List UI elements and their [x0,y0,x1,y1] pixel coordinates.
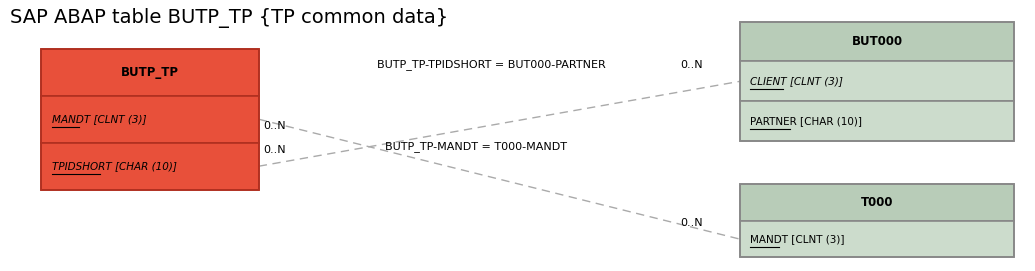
Text: BUTP_TP: BUTP_TP [121,66,179,79]
Bar [740,101,1014,141]
Bar [740,184,1014,257]
Text: BUTP_TP-TPIDSHORT = BUT000-PARTNER: BUTP_TP-TPIDSHORT = BUT000-PARTNER [377,60,607,70]
Bar [41,49,259,190]
Bar [740,62,1014,101]
Bar [740,184,1014,221]
Bar [41,49,259,96]
Text: BUTP_TP-MANDT = T000-MANDT: BUTP_TP-MANDT = T000-MANDT [385,141,567,152]
Text: 0..N: 0..N [680,60,703,70]
Text: MANDT [CLNT (3)]: MANDT [CLNT (3)] [52,114,146,124]
Text: 0..N: 0..N [263,145,286,155]
Bar [41,96,259,143]
Text: MANDT [CLNT (3)]: MANDT [CLNT (3)] [750,234,845,244]
Text: BUT000: BUT000 [852,35,903,48]
Text: PARTNER [CHAR (10)]: PARTNER [CHAR (10)] [750,116,862,126]
Text: TPIDSHORT [CHAR (10)]: TPIDSHORT [CHAR (10)] [52,161,177,171]
Bar [740,221,1014,257]
Bar [740,22,1014,62]
Text: 0..N: 0..N [680,218,703,228]
Bar [740,22,1014,141]
Text: SAP ABAP table BUTP_TP {TP common data}: SAP ABAP table BUTP_TP {TP common data} [10,8,448,28]
Text: T000: T000 [861,196,893,209]
Text: CLIENT [CLNT (3)]: CLIENT [CLNT (3)] [750,76,844,86]
Bar [41,143,259,190]
Text: 0..N: 0..N [263,121,286,131]
